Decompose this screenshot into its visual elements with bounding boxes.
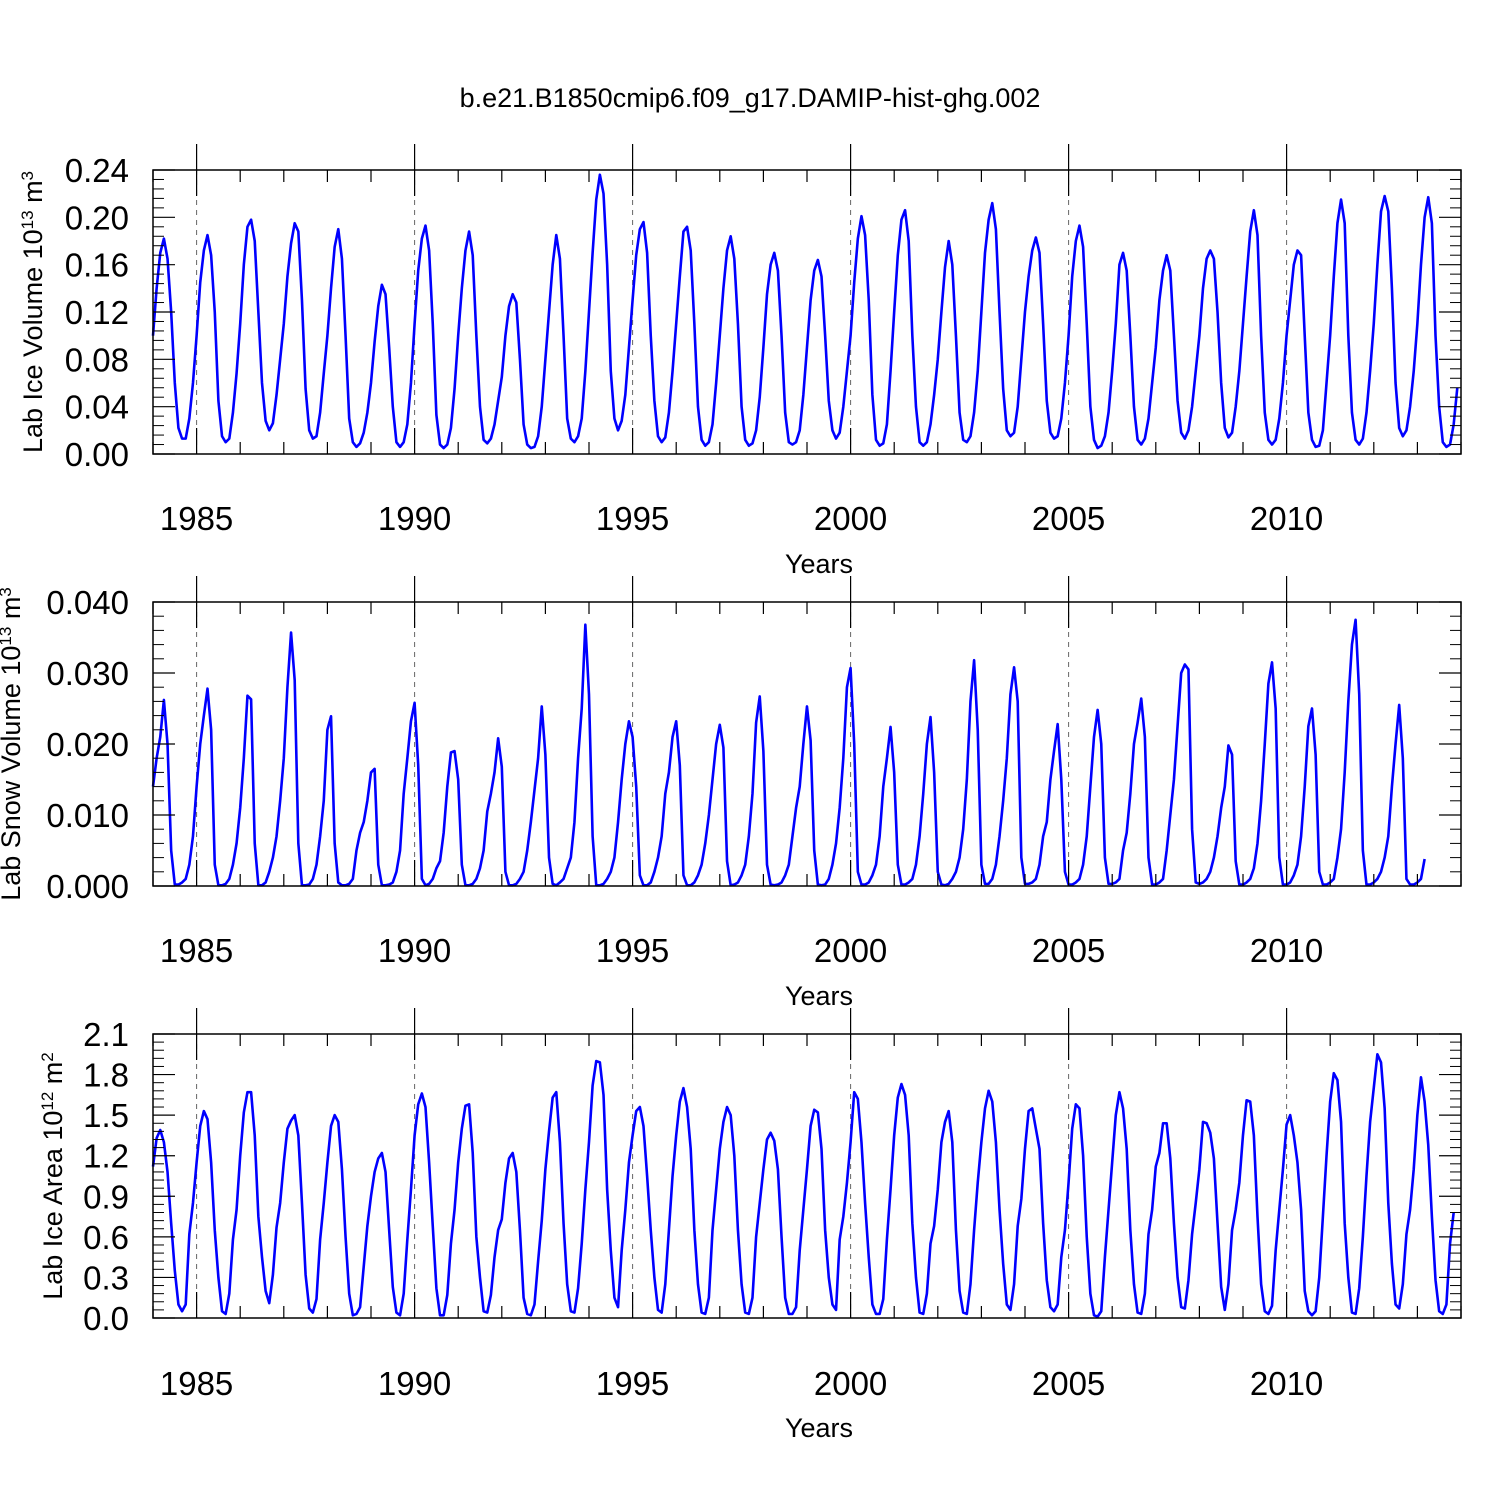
y-tick-label: 0.000 (46, 868, 129, 905)
y-tick-label: 0.9 (83, 1178, 129, 1215)
y-tick-label: 0.010 (46, 797, 129, 834)
y-axis-label-superscript: 3 (0, 587, 15, 596)
y-axis-label: Lab Ice Volume 1013 m3 (18, 171, 49, 453)
x-tick-label: 2000 (814, 500, 887, 537)
panel-3: 1985 1990 1995 2000 2005 2010 Years 0.0 0.30.6 0.… (38, 1008, 1462, 1443)
y-tick-label: 1.8 (83, 1057, 129, 1094)
x-tick-label: 2005 (1032, 500, 1105, 537)
x-tick-label: 1985 (160, 500, 233, 537)
x-tick-label: 2000 (814, 1365, 887, 1402)
x-tick-label: 1985 (160, 932, 233, 969)
x-axis-label: Years (785, 981, 853, 1011)
y-tick-label: 0.040 (46, 584, 129, 621)
y-axis-label-part: m (18, 180, 48, 210)
y-tick-label: 0.04 (65, 389, 129, 426)
x-tick-label: 1990 (378, 1365, 451, 1402)
y-axis-label-superscript: 3 (18, 171, 37, 180)
y-axis-label-part: m (0, 597, 26, 627)
x-axis-label: Years (785, 1413, 853, 1443)
panel-1: 1985 1990 1995 2000 2005 2010 Years 0.00 0.04 0.0… (18, 144, 1462, 579)
y-tick-label: 0.3 (83, 1259, 129, 1296)
y-tick-label: 0.020 (46, 726, 129, 763)
x-tick-label: 1990 (378, 500, 451, 537)
x-tick-label: 1990 (378, 932, 451, 969)
x-tick-label: 2010 (1250, 1365, 1323, 1402)
panel-2: 1985 1990 1995 2000 2005 2010 Years 0.000 0.010 0… (0, 576, 1462, 1011)
y-axis-label-part: Lab Ice Volume 10 (18, 229, 48, 453)
y-axis-label-superscript: 13 (0, 627, 15, 646)
y-axis-label-superscript: 13 (18, 210, 37, 229)
y-axis-label-part: Lab Snow Volume 10 (0, 646, 26, 901)
y-tick-label: 2.1 (83, 1016, 129, 1053)
x-tick-label: 2010 (1250, 932, 1323, 969)
x-axis-label: Years (785, 549, 853, 579)
x-tick-label: 1995 (596, 1365, 669, 1402)
y-tick-label: 0.6 (83, 1219, 129, 1256)
y-tick-label: 0.24 (65, 152, 129, 189)
y-tick-label: 0.12 (65, 294, 129, 331)
y-tick-label: 0.00 (65, 436, 129, 473)
x-tick-label: 2000 (814, 932, 887, 969)
y-tick-label: 0.20 (65, 199, 129, 236)
x-tick-label: 1995 (596, 932, 669, 969)
x-tick-label: 2005 (1032, 932, 1105, 969)
x-tick-label: 1995 (596, 500, 669, 537)
y-tick-label: 1.5 (83, 1097, 129, 1134)
y-tick-label: 1.2 (83, 1138, 129, 1175)
series-line (151, 618, 1426, 887)
x-tick-label: 1985 (160, 1365, 233, 1402)
y-axis-label-part: Lab Ice Area 10 (38, 1111, 68, 1300)
y-tick-label: 0.08 (65, 341, 129, 378)
y-tick-label: 0.16 (65, 247, 129, 284)
x-tick-label: 2010 (1250, 500, 1323, 537)
x-tick-label: 2005 (1032, 1365, 1105, 1402)
y-axis-label: Lab Ice Area 1012 m2 (38, 1052, 69, 1300)
y-tick-label: 0.0 (83, 1300, 129, 1337)
series-line (151, 1052, 1455, 1318)
series-line (151, 173, 1459, 450)
y-axis-label-superscript: 12 (38, 1092, 57, 1111)
chart-title: b.e21.B1850cmip6.f09_g17.DAMIP-hist-ghg.… (460, 83, 1041, 113)
y-axis-label-superscript: 2 (38, 1052, 57, 1061)
y-axis-label-part: m (38, 1062, 68, 1092)
panels: 1985 1990 1995 2000 2005 2010 Years 0.00 0.04 0.0… (0, 144, 1462, 1443)
y-tick-label: 0.030 (46, 655, 129, 692)
y-axis-label: Lab Snow Volume 1013 m3 (0, 587, 26, 901)
